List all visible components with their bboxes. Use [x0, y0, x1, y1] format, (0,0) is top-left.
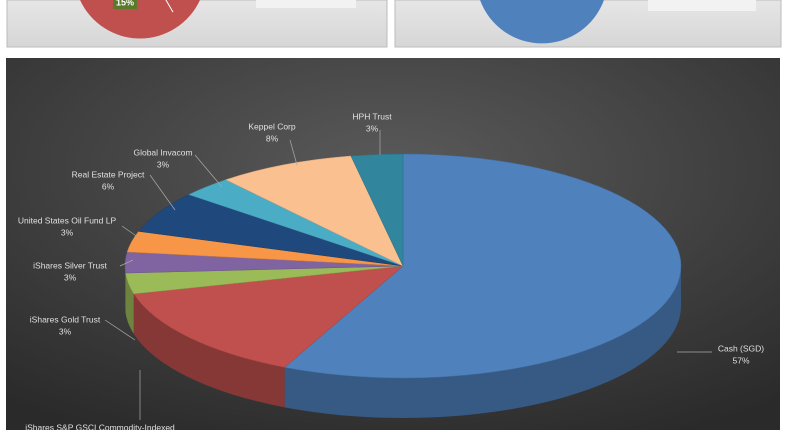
leader-line	[119, 259, 134, 267]
leader-line	[121, 225, 143, 241]
leader-line	[104, 319, 136, 341]
pie-fragment	[480, 0, 604, 44]
leader-line	[149, 174, 176, 211]
pie-slice	[284, 153, 682, 379]
leader-line	[194, 154, 223, 188]
data-label: 6%	[102, 181, 115, 191]
category-label: HPH Trust	[352, 111, 392, 121]
category-label: Cash (SGD)	[718, 343, 764, 353]
label-box	[113, 0, 137, 9]
data-label: 15%	[116, 0, 134, 7]
legend-box	[648, 0, 756, 11]
legend-box	[256, 0, 356, 8]
pie-fragment	[80, 0, 200, 39]
data-label: 57%	[732, 355, 749, 365]
pie-side	[125, 273, 134, 334]
data-label: 3%	[61, 227, 74, 237]
pie-slice	[225, 155, 404, 267]
category-label: Keppel Corp	[248, 121, 296, 131]
pie-slice	[133, 265, 404, 368]
pie-slice	[350, 153, 404, 267]
pie-side	[284, 266, 681, 418]
pie-side	[125, 266, 126, 314]
pie-sides	[125, 266, 681, 418]
category-label: iShares Gold Trust	[30, 314, 101, 324]
category-label: Global Invacom	[133, 147, 192, 157]
data-label: 3%	[157, 159, 170, 169]
data-label: 3%	[366, 123, 379, 133]
pie-tops	[124, 153, 682, 379]
data-label: 8%	[266, 133, 279, 143]
category-label: Real Estate Project	[72, 169, 145, 179]
category-label: iShares Silver Trust	[33, 260, 107, 270]
pie-side	[133, 293, 285, 408]
data-label: 3%	[59, 326, 72, 336]
category-label: iShares S&P GSCI Commodity-Indexed	[25, 422, 175, 430]
category-label: United States Oil Fund LP	[18, 215, 117, 225]
data-label: 3%	[64, 272, 77, 282]
leader-line	[289, 139, 298, 166]
